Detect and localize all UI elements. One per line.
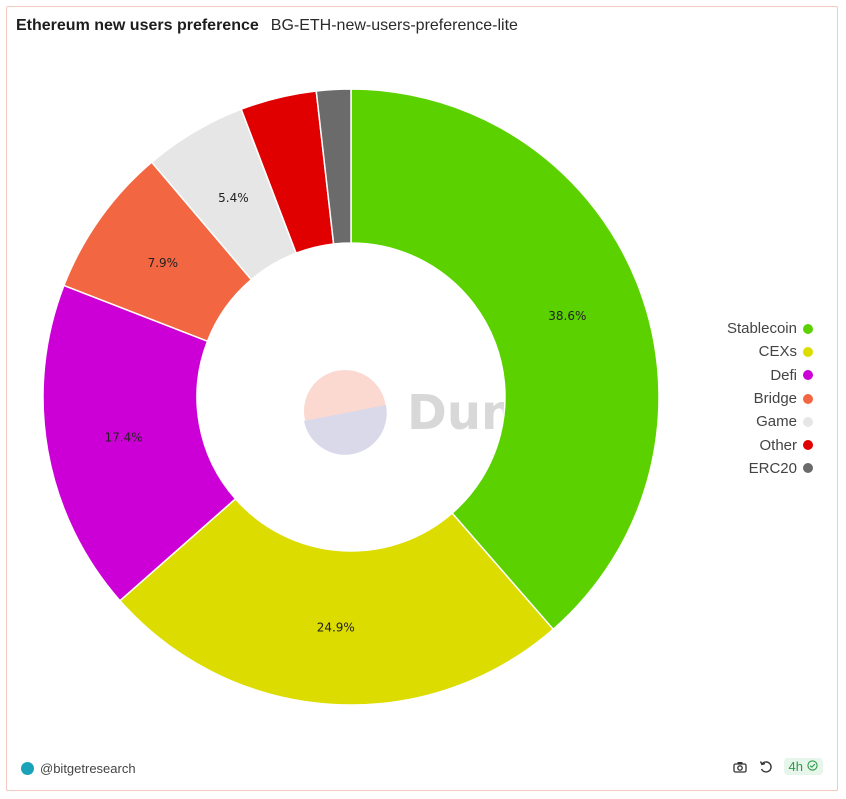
slice-label-bridge: 7.9%: [148, 256, 179, 270]
slice-stablecoin[interactable]: [350, 88, 660, 631]
freshness-badge[interactable]: 4h: [783, 758, 823, 775]
slice-label-game: 5.4%: [218, 191, 249, 205]
legend-swatch: [803, 323, 813, 334]
footer-actions: 4h: [722, 758, 823, 775]
legend-label: Game: [756, 413, 797, 431]
legend-label: Stablecoin: [726, 320, 797, 338]
slice-label-defi: 17.4%: [105, 430, 143, 444]
author-link[interactable]: @bitgetresearch: [21, 761, 136, 776]
legend-item-other[interactable]: Other: [673, 433, 813, 456]
legend-swatch: [803, 463, 813, 474]
avatar: [21, 762, 34, 775]
chart-header: Ethereum new users preference BG-ETH-new…: [16, 17, 518, 39]
legend-item-bridge[interactable]: Bridge: [673, 387, 813, 410]
author-handle[interactable]: @bitgetresearch: [40, 761, 136, 776]
chart-card: Ethereum new users preference BG-ETH-new…: [6, 6, 838, 791]
check-circle-icon: [807, 759, 818, 774]
legend-label: Other: [759, 436, 797, 454]
slice-erc20[interactable]: [315, 88, 352, 245]
camera-icon[interactable]: [732, 759, 748, 775]
legend-label: Defi: [770, 366, 797, 384]
query-name[interactable]: BG-ETH-new-users-preference-lite: [270, 17, 518, 34]
legend-item-erc20[interactable]: ERC20: [673, 457, 813, 480]
legend-label: CEXs: [758, 343, 797, 361]
slice-label-stablecoin: 38.6%: [548, 309, 586, 323]
legend-swatch: [803, 346, 813, 357]
legend-item-stablecoin[interactable]: Stablecoin: [673, 317, 813, 340]
legend-swatch: [803, 440, 813, 451]
legend-label: ERC20: [748, 459, 797, 477]
refresh-icon[interactable]: [758, 759, 774, 775]
legend-label: Bridge: [753, 390, 797, 408]
legend-swatch: [803, 416, 813, 427]
legend-item-defi[interactable]: Defi: [673, 364, 813, 387]
legend-item-cexs[interactable]: CEXs: [673, 340, 813, 363]
legend-item-game[interactable]: Game: [673, 410, 813, 433]
slice-label-cexs: 24.9%: [317, 620, 355, 634]
legend-swatch: [803, 393, 813, 404]
chart-legend: Stablecoin CEXs Defi Bridge Game Other ERC20: [673, 317, 813, 480]
chart-title: Ethereum new users preference: [16, 17, 259, 34]
slice-cexs[interactable]: [118, 497, 555, 706]
freshness-text: 4h: [788, 759, 803, 774]
legend-swatch: [803, 370, 813, 381]
slice-defi[interactable]: [42, 284, 237, 602]
